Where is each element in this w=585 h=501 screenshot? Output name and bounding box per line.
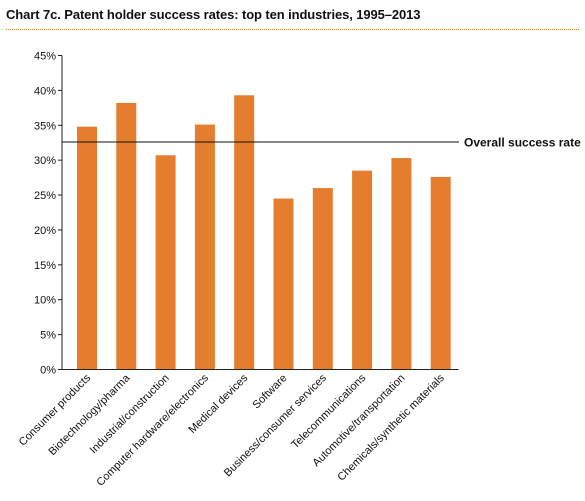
bar-software [273, 198, 294, 370]
title-divider [6, 29, 579, 30]
y-axis: 0% 5% 10% 15% 20% 25% 30% 35% 40% 45% [34, 51, 63, 377]
bar-automotive-transportation [391, 158, 412, 370]
chart-title: Chart 7c. Patent holder success rates: t… [6, 7, 421, 22]
bar-biotechnology-pharma [116, 102, 137, 370]
bar-consumer-products [77, 126, 97, 370]
overall-success-rate-label: Overall success rate [464, 136, 581, 150]
x-tick-label-telecommunications: Telecommunications [289, 372, 368, 451]
x-axis: Consumer productsBiotechnology/pharmaInd… [17, 369, 459, 489]
bars-group [77, 95, 451, 370]
x-tick-label-consumer-products: Consumer products [17, 372, 94, 449]
y-tick-label: 30% [34, 155, 56, 167]
y-tick-label: 25% [34, 190, 56, 202]
x-tick-label-software: Software [250, 372, 289, 411]
bar-medical-devices [234, 95, 255, 370]
y-tick-label: 5% [40, 330, 56, 342]
bar-business-consumer-services [312, 188, 333, 370]
y-tick-label: 35% [34, 120, 56, 132]
y-tick-label: 45% [34, 51, 56, 63]
y-tick-label: 0% [40, 365, 56, 377]
bar-chemicals-synthetic-materials [430, 176, 451, 370]
bar-industrial-construction [155, 155, 176, 370]
bar-telecommunications [352, 170, 373, 370]
y-tick-label: 20% [34, 225, 56, 237]
reference-line-group: Overall success rate [62, 136, 581, 150]
y-tick-label: 40% [34, 85, 56, 97]
y-tick-label: 15% [34, 260, 56, 272]
y-tick-label: 10% [34, 295, 56, 307]
bar-computer-hardware-electronics [194, 124, 215, 370]
